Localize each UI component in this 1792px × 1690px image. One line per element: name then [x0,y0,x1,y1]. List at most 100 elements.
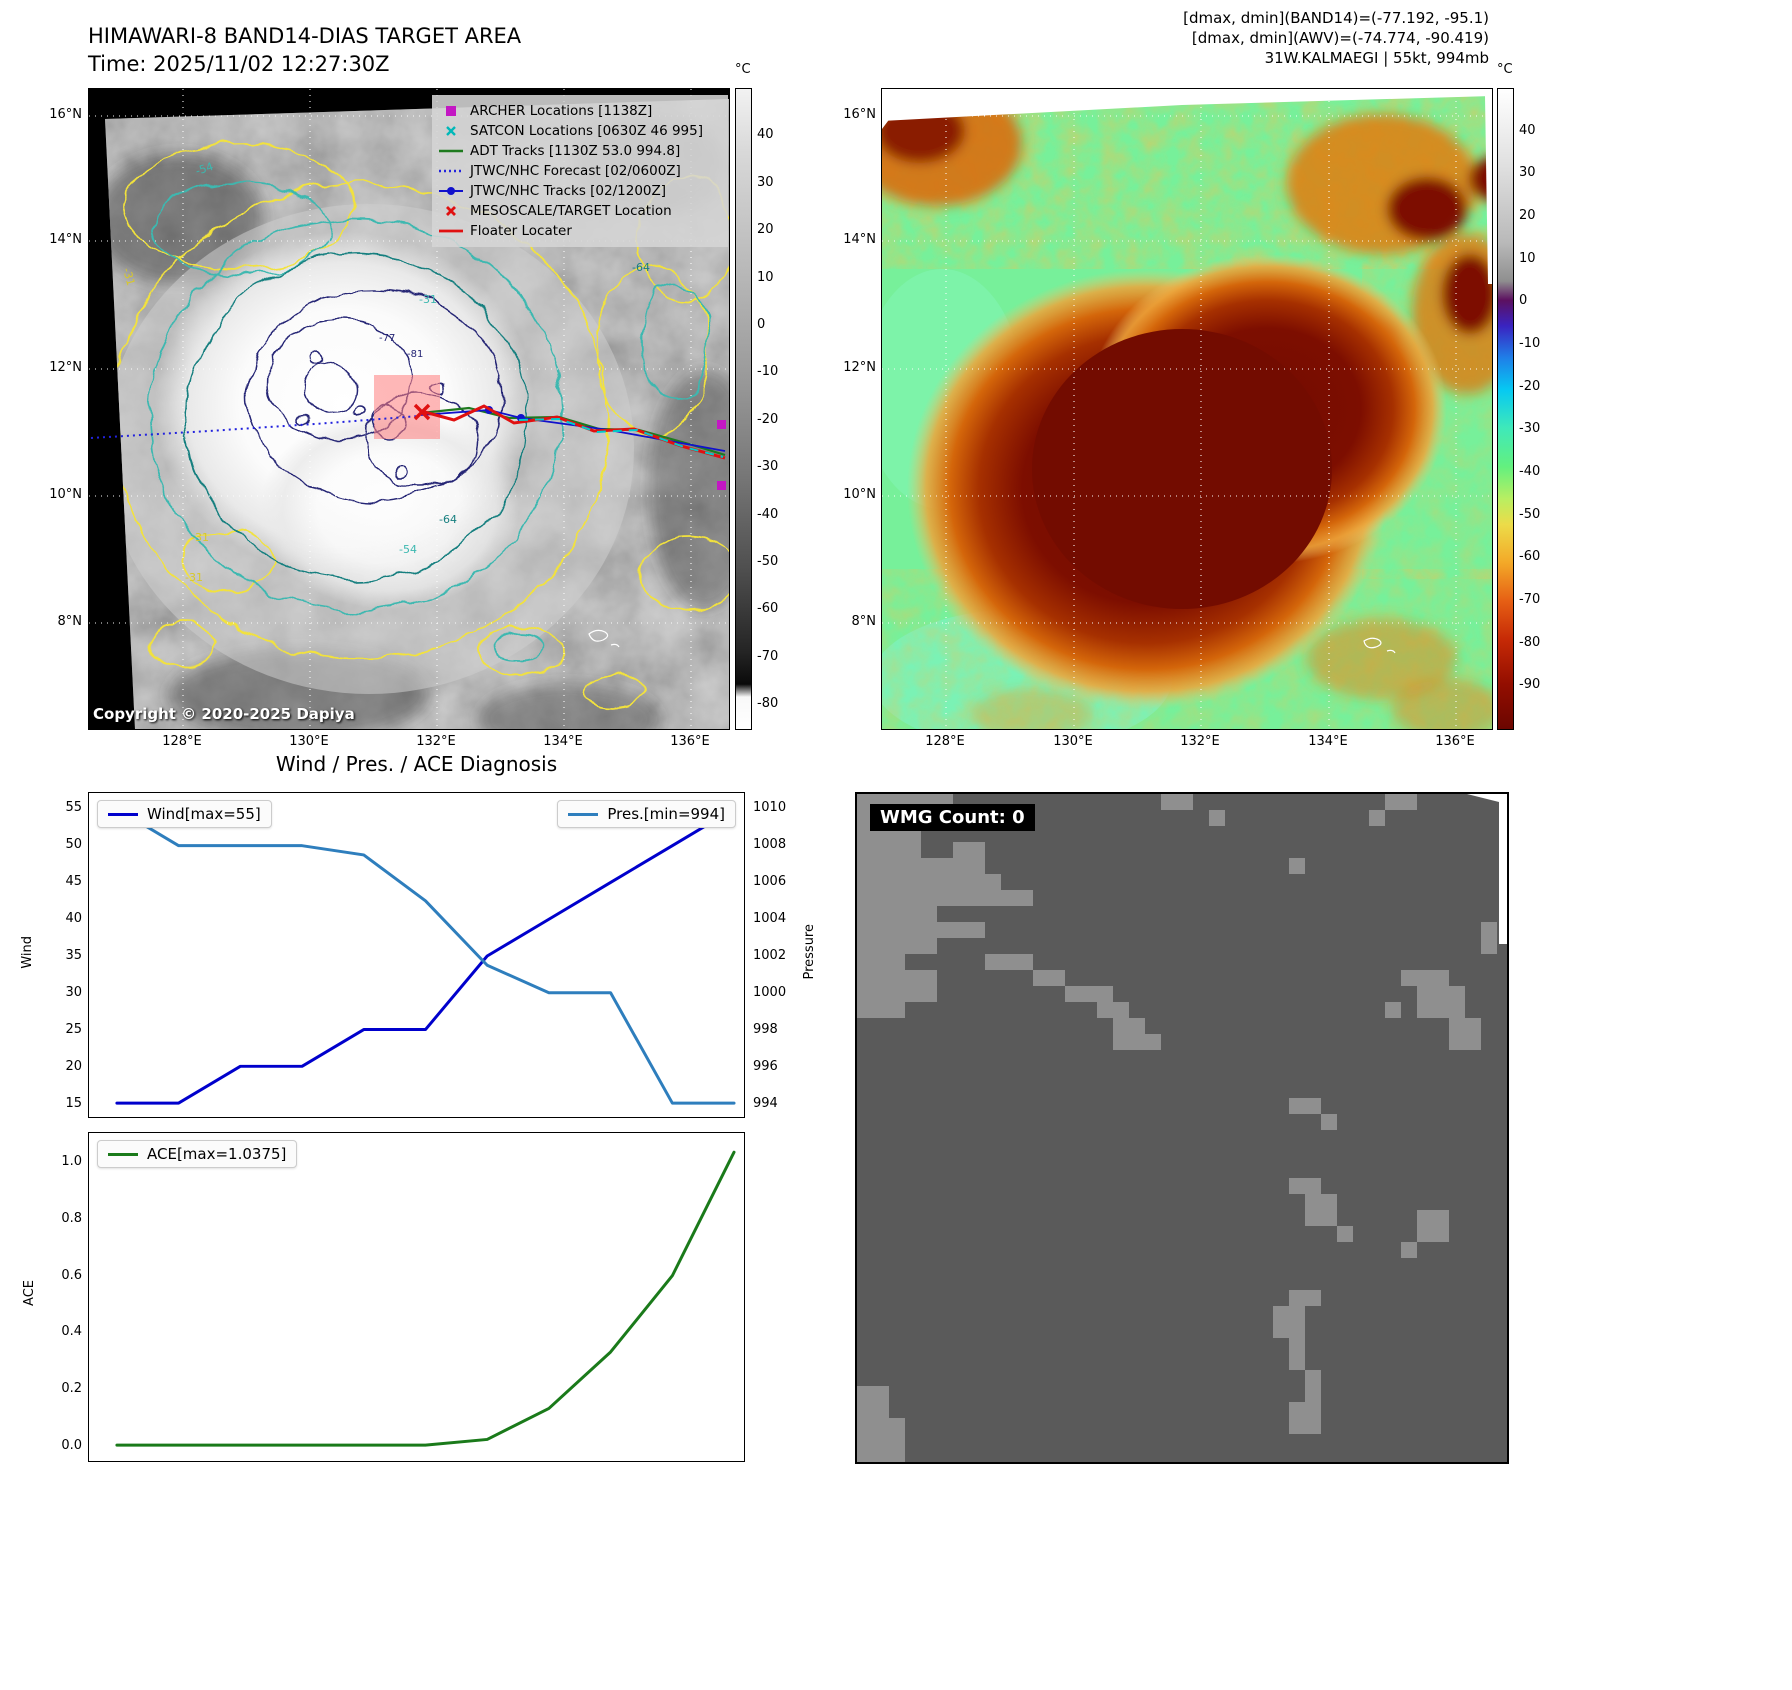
archer-marker-icon [438,105,464,117]
satcon-marker-icon [438,125,464,137]
lat-tick-label: 12°N [49,360,82,375]
lat-tick-label: 12°N [843,360,876,375]
contour-label: -81 [407,349,423,360]
band14-panel: HIMAWARI-8 BAND14-DIAS TARGET AREA Time:… [0,0,806,780]
pres-legend-label: Pres.[min=994] [607,805,725,823]
awv-colorbar-unit: °C [1497,62,1513,77]
map-legend: ARCHER Locations [1138Z] SATCON Location… [432,95,728,247]
ace-axis-tick: 0.8 [61,1210,82,1226]
contour-label: -31 [419,293,437,306]
legend-label: SATCON Locations [0630Z 46 995] [470,123,703,139]
colorbar-tick-label: -40 [757,506,779,522]
colorbar-tick-label: 30 [1519,165,1536,181]
chart-line [115,1150,736,1447]
island-outline [588,629,620,648]
ace-plot [115,1150,736,1447]
colorbar-tick-label: -70 [1519,592,1541,607]
wind-legend: Wind[max=55] [97,800,272,828]
colorbar-tick-label: -40 [1519,464,1541,479]
archer-square-marker [717,481,726,490]
wind-axis-tick: 55 [65,800,82,815]
storm-cold-core [1032,329,1332,609]
colorbar-tick-label: -50 [1519,506,1541,522]
colorbar-tick-label: -80 [757,696,779,712]
target-area-box [374,375,440,439]
colorbar-tick-label: -70 [757,648,779,664]
diagnosis-title: Wind / Pres. / ACE Diagnosis [275,752,558,776]
lon-tick-label: 134°E [1308,734,1348,749]
wind-axis-tick: 40 [65,911,82,926]
pressure-axis-tick: 1010 [753,800,787,815]
colorbar-tick-label: -60 [757,601,779,617]
band14-colorbar-ticks: 40 30 20 10 0 -10 -20 -30 -40 -50 -60 -70 -80 [757,88,803,728]
contour-label: -54 [194,160,215,178]
wmg-count-label: WMG Count: 0 [870,804,1035,831]
colorbar-tick-label: -30 [757,459,779,475]
legend-label: JTWC/NHC Forecast [02/0600Z] [470,163,681,179]
colorbar-tick-label: -10 [757,364,779,380]
legend-row: MESOSCALE/TARGET Location [438,201,720,221]
awv-header: [dmax, dmin](BAND14)=(-77.192, -95.1) [d… [1183,8,1489,68]
wind-legend-label: Wind[max=55] [147,805,261,823]
legend-label: JTWC/NHC Tracks [02/1200Z] [470,183,667,199]
image-edge [1499,794,1507,944]
image-edge [882,89,1492,121]
pressure-axis-tick: 994 [753,1096,778,1111]
image-edge [1467,794,1507,804]
awv-colorbar [1497,88,1514,730]
contour-teal [148,182,710,662]
lon-tick-label: 128°E [925,734,965,749]
legend-label: Floater Locater [470,223,572,239]
colorbar-tick-label: 10 [757,269,774,285]
colorbar-tick-label: 40 [1519,122,1536,138]
diagnosis-panel: Wind / Pres. / ACE Diagnosis Wind Pressu… [0,748,840,1490]
wind-axis-tick: 15 [65,1096,82,1111]
colorbar-tick-label: 0 [1519,293,1528,309]
legend-label: ARCHER Locations [1138Z] [470,103,653,119]
ace-axis-tick: 0.2 [61,1381,82,1397]
colorbar-tick-label: -20 [757,411,779,427]
lat-tick-label: 8°N [57,614,83,629]
band14-title: HIMAWARI-8 BAND14-DIAS TARGET AREA [88,24,522,48]
colorbar-tick-label: -60 [1519,549,1541,565]
contour-label: -31 [120,266,137,287]
wmg-image-box: WMG Count: 0 [855,792,1509,1464]
jtwc-forecast-line [90,415,420,439]
lat-tick-label: 10°N [49,487,82,502]
wind-axis-tick: 50 [65,837,82,852]
awv-header-awv: [dmax, dmin](AWV)=(-74.774, -90.419) [1191,29,1489,47]
pressure-axis-ticks: 994 996 998 1000 1002 1004 1006 1008 1010 [753,748,803,1490]
lat-tick-label: 10°N [843,487,876,502]
pressure-axis-tick: 1004 [753,911,787,926]
contour-label: -64 [439,513,457,526]
pressure-axis-tick: 1008 [753,837,787,852]
contour-label: -31 [191,531,209,544]
ace-chart: ACE[max=1.0375] [88,1132,745,1462]
wmg-cloud-mask [857,794,1497,1462]
colorbar-tick-label: 20 [757,222,774,238]
archer-square-marker [717,420,726,429]
island-outline [1363,637,1396,654]
awv-header-band14: [dmax, dmin](BAND14)=(-77.192, -95.1) [1183,9,1489,27]
band14-time: Time: 2025/11/02 12:27:30Z [88,52,390,76]
wmg-mask-image [857,794,1507,1462]
legend-row: SATCON Locations [0630Z 46 995] [438,121,720,141]
colorbar-tick-label: -90 [1519,677,1541,693]
legend-label: ADT Tracks [1130Z 53.0 994.8] [470,143,681,159]
band14-map: -54 -31 -31 -64 -77 -81 -64 -54 -31 -31 [88,88,730,730]
legend-row: JTWC/NHC Tracks [02/1200Z] [438,181,720,201]
awv-colorbar-ticks: 40 30 20 10 0 -10 -20 -30 -40 -50 -60 -70 -80 -90 [1519,88,1569,728]
image-edge [882,89,912,129]
lon-tick-label: 130°E [289,734,329,749]
colorbar-tick-label: -50 [757,554,779,570]
wind-axis-label: Wind [20,936,35,969]
colorbar-tick-label: 40 [757,127,774,143]
pressure-axis-tick: 996 [753,1059,778,1074]
jtwc-track-icon [438,185,464,197]
awv-header-storm: 31W.KALMAEGI | 55kt, 994mb [1264,49,1489,67]
legend-label: MESOSCALE/TARGET Location [470,203,672,219]
ace-legend-label: ACE[max=1.0375] [147,1145,287,1163]
wind-axis-tick: 25 [65,1022,82,1037]
ace-legend: ACE[max=1.0375] [97,1140,298,1168]
band14-lon-axis: 128°E 130°E 132°E 134°E 136°E [88,733,728,753]
